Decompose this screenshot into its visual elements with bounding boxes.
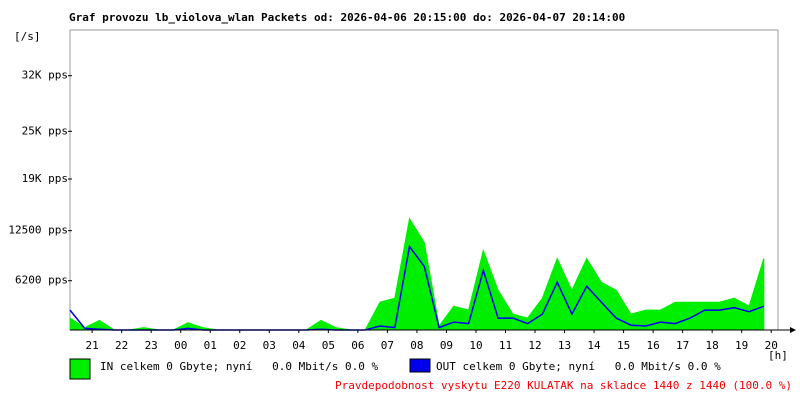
x-tick-label: 08 (410, 339, 423, 352)
x-tick-label: 02 (233, 339, 246, 352)
x-tick-label: 21 (86, 339, 99, 352)
x-tick-label: 12 (528, 339, 541, 352)
x-tick-label: 23 (145, 339, 158, 352)
x-tick-label: 05 (322, 339, 335, 352)
y-tick-label: 25K pps (22, 124, 68, 137)
x-tick-label: 14 (587, 339, 601, 352)
x-tick-label: 00 (174, 339, 187, 352)
x-tick-label: 07 (381, 339, 394, 352)
x-tick-label: 03 (263, 339, 276, 352)
x-tick-label: 20 (765, 339, 778, 352)
x-tick-label: 16 (646, 339, 659, 352)
legend-label: OUT celkem 0 Gbyte; nyní 0.0 Mbit/s 0.0 … (436, 360, 721, 373)
x-tick-label: 06 (351, 339, 364, 352)
y-tick-label: 6200 pps (15, 274, 68, 287)
y-tick-label: 12500 pps (8, 224, 68, 237)
x-tick-label: 17 (676, 339, 689, 352)
y-tick-label: 32K pps (22, 69, 68, 82)
x-tick-label: 22 (115, 339, 128, 352)
x-tick-label: 13 (558, 339, 571, 352)
x-tick-label: 09 (440, 339, 453, 352)
legend-swatch (69, 358, 91, 380)
series-line (69, 244, 765, 331)
legend-label: IN celkem 0 Gbyte; nyní 0.0 Mbit/s 0.0 % (100, 360, 379, 373)
x-axis-label: [h] (768, 349, 788, 362)
x-tick-label: 11 (499, 339, 512, 352)
footer-note: Pravdepodobnost vyskytu E220 KULATAK na … (335, 379, 792, 392)
x-axis-arrow (790, 327, 796, 333)
chart-title: Graf provozu lb_violova_wlan Packets od:… (69, 11, 625, 24)
x-tick-label: 19 (735, 339, 748, 352)
x-tick-label: 18 (706, 339, 719, 352)
x-tick-label: 10 (469, 339, 482, 352)
x-tick-label: 15 (617, 339, 630, 352)
x-tick-label: 01 (204, 339, 217, 352)
y-tick-label: 19K pps (22, 172, 68, 185)
legend-swatch (409, 358, 431, 373)
y-axis-label: [/s] (14, 30, 41, 43)
x-tick-label: 04 (292, 339, 306, 352)
